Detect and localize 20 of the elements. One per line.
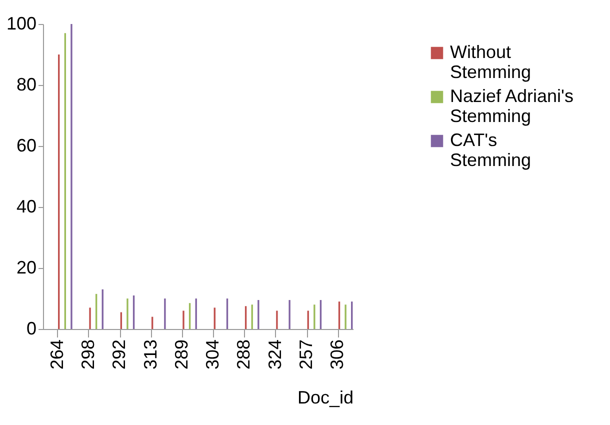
y-tick-label: 0 <box>26 318 36 338</box>
legend-label: Without Stemming <box>450 42 532 82</box>
x-tick-label: 306 <box>327 340 348 370</box>
y-tick-label: 60 <box>16 136 36 156</box>
x-tick-label: 292 <box>109 340 130 370</box>
y-tick-label: 20 <box>16 258 36 278</box>
x-tick-label: 257 <box>296 340 316 370</box>
x-tick-label: 313 <box>140 340 160 370</box>
y-tick-label: 100 <box>6 14 36 34</box>
x-tick-label: 289 <box>171 340 192 370</box>
x-tick-label: 304 <box>202 340 223 370</box>
y-tick-label: 40 <box>16 196 36 216</box>
x-tick-label: 288 <box>234 340 254 370</box>
legend-label: CAT's Stemming <box>450 130 532 170</box>
y-tick-label: 80 <box>16 74 36 94</box>
x-tick-label: 324 <box>264 340 285 370</box>
x-tick-label: 264 <box>46 340 67 370</box>
legend-label: Nazief Adriani's Stemming <box>450 86 574 126</box>
x-tick-label: 298 <box>78 340 98 370</box>
x-axis-title: Doc_id <box>297 388 354 408</box>
